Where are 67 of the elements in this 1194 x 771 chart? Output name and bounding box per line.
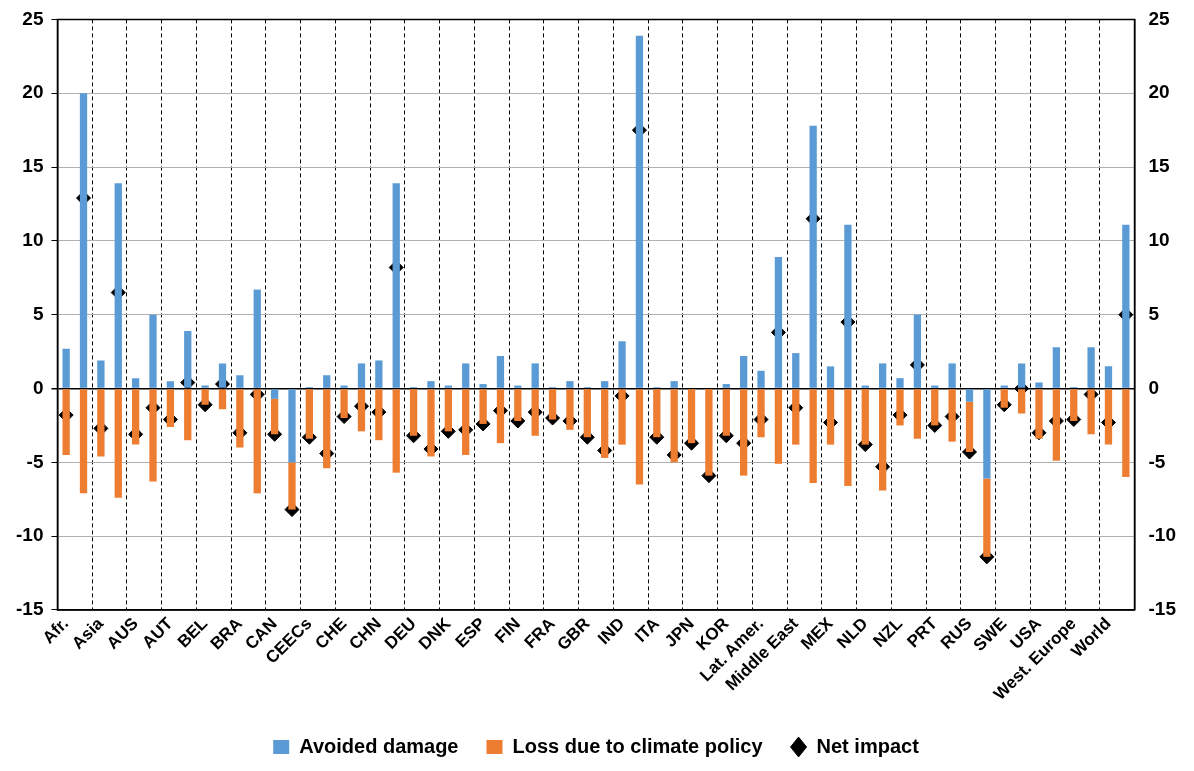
y-tick-label: 20 xyxy=(22,81,44,103)
bar xyxy=(826,366,835,388)
bar xyxy=(340,385,348,388)
x-tick-label: NZL xyxy=(869,613,907,651)
y2-tick-label: 5 xyxy=(1148,302,1160,324)
bar xyxy=(201,385,209,388)
y2-tick-label: -5 xyxy=(1148,450,1166,472)
bar xyxy=(722,384,730,388)
y-tick-label: 0 xyxy=(32,376,44,398)
bar xyxy=(1104,366,1113,388)
bar xyxy=(913,389,922,439)
bar xyxy=(844,389,852,486)
y2-tick-label: 20 xyxy=(1148,81,1170,103)
bar xyxy=(566,381,574,388)
bar xyxy=(774,389,783,464)
y-tick-label: -15 xyxy=(15,598,44,620)
bar xyxy=(531,363,539,388)
bar xyxy=(965,389,974,402)
bar xyxy=(983,389,991,479)
bar xyxy=(149,314,157,388)
bar xyxy=(323,375,331,388)
y2-tick-label: 10 xyxy=(1148,229,1170,251)
bar xyxy=(496,356,505,388)
bar xyxy=(809,389,817,484)
bar xyxy=(740,356,748,388)
bar xyxy=(462,363,470,388)
bar xyxy=(375,360,383,388)
y-tick-label: 25 xyxy=(22,7,44,29)
bar xyxy=(878,363,887,388)
legend-label: Avoided damage xyxy=(299,734,459,757)
y-tick-label: 10 xyxy=(22,229,44,251)
bar xyxy=(1122,389,1130,478)
y2-tick-label: 15 xyxy=(1148,155,1171,177)
bar xyxy=(948,363,956,388)
bar xyxy=(896,378,904,388)
y2-tick-label: 0 xyxy=(1148,376,1160,398)
x-tick-label: ITA xyxy=(631,613,663,646)
y2-tick-label: -10 xyxy=(1148,524,1177,546)
bar xyxy=(114,389,122,498)
y-tick-label: 15 xyxy=(22,155,44,177)
bar xyxy=(166,381,175,388)
bar xyxy=(392,389,400,473)
bar xyxy=(479,384,487,388)
y-tick-label: -10 xyxy=(15,524,44,546)
bar xyxy=(427,381,435,388)
bar xyxy=(635,389,644,485)
bar xyxy=(62,348,70,388)
y-tick-label: 5 xyxy=(32,302,44,324)
bar xyxy=(270,389,279,399)
bar xyxy=(1052,347,1061,388)
x-tick-label: IND xyxy=(594,613,629,649)
legend-label: Net impact xyxy=(816,734,920,757)
bar xyxy=(131,378,140,388)
y2-tick-label: 25 xyxy=(1148,7,1171,29)
bar xyxy=(757,370,765,388)
bar xyxy=(357,363,366,388)
bar xyxy=(79,389,88,494)
legend-label: Loss due to climate policy xyxy=(512,734,764,757)
bar xyxy=(1035,382,1043,388)
bar xyxy=(288,389,296,463)
bar xyxy=(670,381,678,388)
y-tick-label: -5 xyxy=(26,450,44,472)
bar xyxy=(792,353,800,388)
y2-tick-label: -15 xyxy=(1148,598,1177,620)
bar xyxy=(601,381,609,388)
bar xyxy=(97,360,105,388)
bar xyxy=(236,375,244,388)
